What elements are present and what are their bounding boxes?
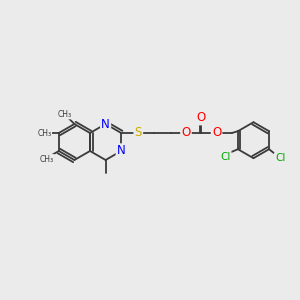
Text: N: N [117, 145, 126, 158]
Text: N: N [101, 118, 110, 130]
Text: CH₃: CH₃ [57, 110, 72, 118]
Text: Cl: Cl [220, 152, 230, 162]
Text: O: O [182, 127, 190, 140]
Text: CH₃: CH₃ [40, 155, 54, 164]
Text: O: O [197, 111, 206, 124]
Text: O: O [212, 127, 221, 140]
Text: S: S [135, 127, 142, 140]
Text: Cl: Cl [275, 153, 285, 164]
Text: CH₃: CH₃ [37, 128, 51, 137]
